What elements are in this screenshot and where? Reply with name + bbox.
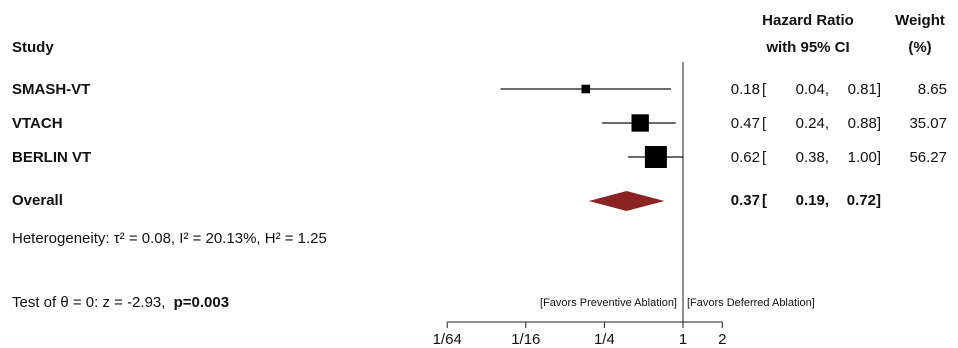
study-column-header: Study (12, 39, 54, 56)
effect-square (631, 114, 649, 132)
ci-lower: 0.24, (795, 115, 829, 132)
ci-lower: 0.38, (795, 149, 829, 166)
x-tick-label: 1/4 (594, 331, 615, 348)
overall-diamond (588, 191, 665, 211)
hr-value: 0.47 (730, 115, 760, 132)
p-value: p=0.003 (173, 294, 230, 311)
weight-value: 8.65 (917, 81, 947, 98)
hr-value: 0.62 (730, 149, 760, 166)
x-tick-label: 1/64 (433, 331, 462, 348)
study-name-berlin-vt: BERLIN VT (12, 149, 92, 166)
ci-open-bracket: [ (762, 115, 767, 132)
hr-value: 0.18 (730, 81, 760, 98)
overall-effect-test: Test of θ = 0: z = -2.93, p=0.003 (12, 295, 229, 310)
effect-square (644, 146, 667, 168)
weight-unit-header: (%) (908, 39, 932, 56)
x-tick-label: 2 (718, 331, 726, 348)
favors-right-label: [Favors Deferred Ablation] (687, 297, 815, 309)
overall-ci-lower: 0.19, (795, 192, 829, 209)
ci-open-bracket: [ (762, 192, 767, 209)
overall-ci-upper: 0.72] (846, 192, 881, 209)
ci-upper: 1.00] (847, 149, 881, 166)
x-tick-label: 1/16 (511, 331, 540, 348)
heterogeneity-stats: Heterogeneity: τ² = 0.08, I² = 20.13%, H… (12, 230, 327, 247)
ci-upper: 0.81] (847, 81, 881, 98)
study-name-vtach: VTACH (12, 115, 63, 132)
ci-header: with 95% CI (766, 39, 850, 56)
study-name-smash-vt: SMASH-VT (12, 81, 91, 98)
ci-open-bracket: [ (762, 149, 767, 166)
favors-left-label: [Favors Preventive Ablation] (540, 297, 677, 309)
ci-open-bracket: [ (762, 81, 767, 98)
effect-square (581, 84, 591, 94)
hazard-ratio-header: Hazard Ratio (762, 12, 854, 29)
ci-upper: 0.88] (847, 115, 881, 132)
ci-lower: 0.04, (795, 81, 829, 98)
weight-value: 35.07 (909, 115, 947, 132)
weight-header: Weight (895, 12, 945, 29)
overall-label: Overall (12, 192, 63, 209)
overall-hr-value: 0.37 (730, 192, 760, 209)
weight-value: 56.27 (909, 149, 947, 166)
test-statistic: Test of θ = 0: z = -2.93, (12, 294, 166, 311)
x-tick-label: 1 (679, 331, 687, 348)
